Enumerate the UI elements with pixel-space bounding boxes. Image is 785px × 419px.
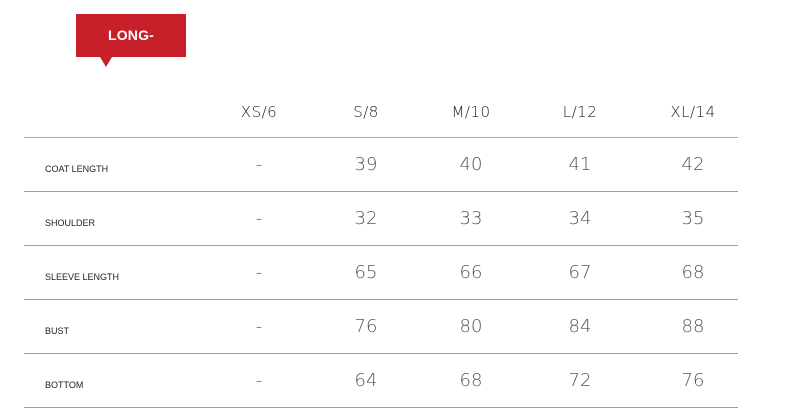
size-chart-table: XS/6 S/8 M/10 L/12 XL/14 COAT LENGTH - 39 4… [24,84,738,408]
table-cell: - [255,370,263,391]
table-cell: 41 [568,154,592,175]
table-cell: 67 [568,262,592,283]
row-label: SHOULDER [45,218,96,228]
table-cell: 64 [354,370,378,391]
column-header: M/10 [451,103,491,121]
table-cell: 42 [681,154,705,175]
table-header-row: XS/6 S/8 M/10 L/12 XL/14 [24,84,738,138]
row-label: COAT LENGTH [45,164,109,174]
table-cell: 40 [459,154,483,175]
column-header: XS/6 [240,103,278,121]
category-badge: LONG-SLEEVED [76,14,186,86]
table-cell: 68 [681,262,705,283]
row-label: BUST [45,326,70,336]
table-cell: 39 [354,154,378,175]
table-row: SLEEVE LENGTH - 65 66 67 68 [24,246,738,300]
table-row: BUST - 76 80 84 88 [24,300,738,354]
table-cell: 66 [459,262,483,283]
table-cell: 32 [354,208,378,229]
table-cell: 76 [681,370,705,391]
table-row: BOTTOM - 64 68 72 76 [24,354,738,408]
column-header: L/12 [562,103,598,121]
table-cell: 34 [568,208,592,229]
table-cell: - [255,154,263,175]
table-cell: - [255,316,263,337]
table-cell: 84 [568,316,592,337]
table-cell: 88 [681,316,705,337]
table-row: SHOULDER - 32 33 34 35 [24,192,738,246]
table-cell: - [255,208,263,229]
table-cell: 80 [459,316,483,337]
table-row: COAT LENGTH - 39 40 41 42 [24,138,738,192]
row-label: SLEEVE LENGTH [45,272,120,282]
table-cell: 65 [354,262,378,283]
table-cell: - [255,262,263,283]
table-cell: 35 [681,208,705,229]
table-cell: 76 [354,316,378,337]
table-cell: 33 [459,208,483,229]
table-cell: 68 [459,370,483,391]
row-label: BOTTOM [45,380,84,390]
table-cell: 72 [568,370,592,391]
column-header: S/8 [353,103,379,121]
column-header: XL/14 [670,103,716,121]
